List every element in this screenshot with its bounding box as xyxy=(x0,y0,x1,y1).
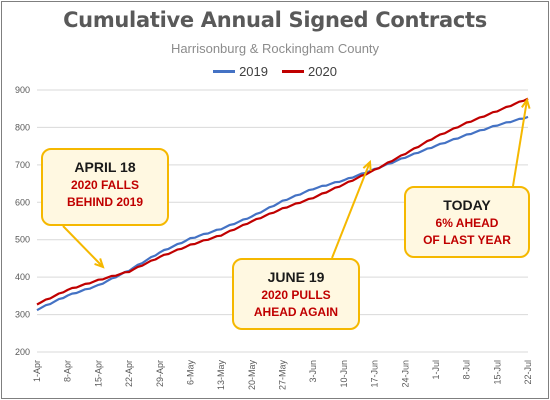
legend-swatch-2019 xyxy=(213,70,236,73)
callout-today-body: 6% AHEAD OF LAST YEAR xyxy=(423,216,511,247)
series-lines xyxy=(36,97,529,312)
y-tick-label: 700 xyxy=(15,160,30,170)
callout-april-18-body: 2020 FALLS BEHIND 2019 xyxy=(66,178,144,209)
y-tick-label: 300 xyxy=(15,310,30,320)
callout-june-19-body: 2020 PULLS AHEAD AGAIN xyxy=(253,288,339,319)
arrow-april-18-head xyxy=(94,258,105,269)
legend: 2019 2020 xyxy=(0,64,550,79)
y-tick-label: 900 xyxy=(15,85,30,95)
callout-june-19: JUNE 19 2020 PULLS AHEAD AGAIN xyxy=(232,258,360,330)
arrow-april-18-shaft xyxy=(62,225,104,268)
x-tick-label: 29-Apr xyxy=(155,360,165,387)
x-tick-label: 10-Jun xyxy=(339,360,349,388)
arrow-june-19-shaft xyxy=(331,161,371,259)
legend-swatch-2020 xyxy=(282,70,304,73)
x-axis-ticks: 1-Apr 8-Apr 15-Apr 22-Apr 29-Apr 6-May 13-May 2… xyxy=(32,360,533,391)
x-tick-label: 6-May xyxy=(185,360,195,386)
legend-label-2019: 2019 xyxy=(239,64,268,79)
y-tick-label: 200 xyxy=(15,347,30,357)
x-tick-label: 27-May xyxy=(278,360,288,391)
x-tick-label: 15-Apr xyxy=(93,360,103,387)
x-tick-label: 22-Apr xyxy=(124,360,134,387)
callout-today-head: TODAY xyxy=(443,197,491,213)
chart-title: Cumulative Annual Signed Contracts xyxy=(63,8,487,32)
callout-arrows xyxy=(62,97,531,269)
arrow-today-head xyxy=(521,97,531,109)
legend-label-2020: 2020 xyxy=(308,64,337,79)
callout-june-19-head: JUNE 19 xyxy=(267,269,325,285)
callout-april-18-head: APRIL 18 xyxy=(74,159,136,175)
y-tick-label: 800 xyxy=(15,122,30,132)
legend-item-2019: 2019 xyxy=(213,64,268,79)
x-tick-label: 15-Jul xyxy=(492,360,502,385)
arrow-today-shaft xyxy=(512,99,528,187)
x-tick-label: 24-Jun xyxy=(400,360,410,388)
x-tick-label: 8-Jul xyxy=(462,360,472,380)
x-tick-label: 22-Jul xyxy=(523,360,533,385)
x-tick-label: 1-Jul xyxy=(431,360,441,380)
x-tick-label: 3-Jun xyxy=(308,360,318,383)
legend-item-2020: 2020 xyxy=(282,64,337,79)
x-tick-label: 13-May xyxy=(216,360,226,391)
callout-today: TODAY 6% AHEAD OF LAST YEAR xyxy=(404,186,530,258)
x-tick-label: 1-Apr xyxy=(32,360,42,382)
y-tick-label: 400 xyxy=(15,272,30,282)
x-tick-label: 20-May xyxy=(247,360,257,391)
x-tick-label: 17-Jun xyxy=(370,360,380,388)
x-tick-label: 8-Apr xyxy=(63,360,73,382)
callout-april-18: APRIL 18 2020 FALLS BEHIND 2019 xyxy=(41,148,169,226)
y-axis-ticks: 200 300 400 500 600 700 800 900 xyxy=(15,85,30,357)
series-line-2020 xyxy=(36,97,529,306)
y-tick-label: 500 xyxy=(15,235,30,245)
chart-subtitle: Harrisonburg & Rockingham County xyxy=(170,41,380,56)
arrow-june-19-head xyxy=(362,159,372,172)
y-tick-label: 600 xyxy=(15,197,30,207)
